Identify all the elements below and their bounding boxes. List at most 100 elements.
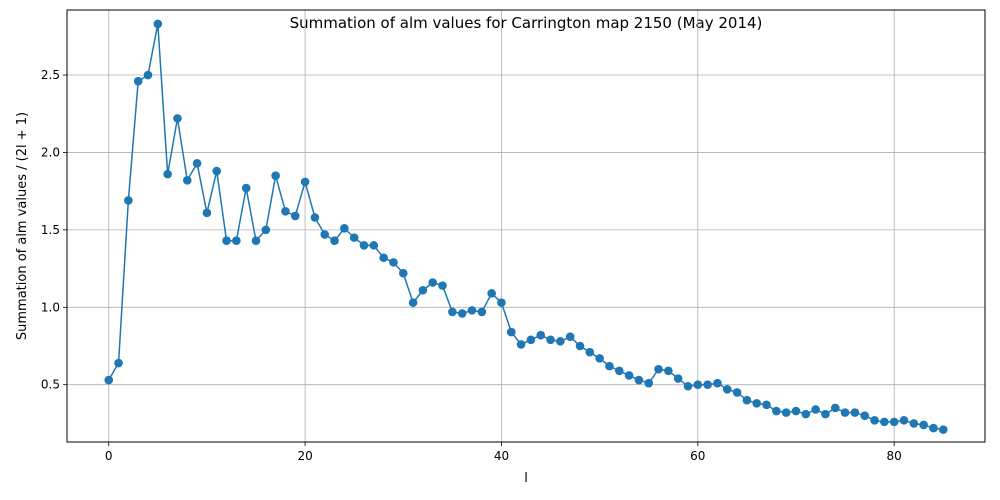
data-point <box>644 378 654 388</box>
data-series <box>104 19 948 434</box>
data-point <box>565 332 575 342</box>
data-point <box>772 406 781 416</box>
data-point <box>192 158 202 168</box>
data-point <box>114 358 123 368</box>
data-point <box>212 166 222 176</box>
data-point <box>821 409 830 419</box>
data-point <box>497 298 506 307</box>
data-point <box>634 375 644 385</box>
data-point <box>585 347 595 357</box>
data-point <box>124 196 133 205</box>
data-point <box>428 278 438 287</box>
data-point <box>929 423 938 433</box>
data-point <box>536 330 546 340</box>
y-tick-label: 2.0 <box>41 145 60 159</box>
data-point <box>673 374 683 383</box>
data-point <box>811 405 820 414</box>
data-point <box>241 183 251 193</box>
x-tick-label: 0 <box>105 449 113 463</box>
chart-title: Summation of alm values for Carrington m… <box>290 14 763 32</box>
data-point <box>526 335 536 345</box>
data-point <box>860 411 870 420</box>
data-point <box>703 380 712 390</box>
data-point <box>349 233 359 242</box>
data-point <box>379 253 388 263</box>
data-point <box>153 19 163 29</box>
data-point <box>605 361 614 371</box>
data-point <box>300 177 310 187</box>
data-point <box>457 309 467 318</box>
data-point <box>271 171 280 180</box>
y-tick-label: 2.5 <box>41 68 60 82</box>
y-tick-label: 0.5 <box>41 378 60 392</box>
data-point <box>614 366 624 376</box>
data-point <box>683 381 693 391</box>
data-point <box>222 236 231 246</box>
x-tick-label: 60 <box>690 449 705 463</box>
data-point <box>556 337 565 346</box>
data-point <box>722 385 732 394</box>
data-point <box>752 398 762 408</box>
y-tick-label: 1.5 <box>41 223 60 237</box>
data-point <box>713 378 722 388</box>
x-axis-label: l <box>524 471 528 486</box>
data-point <box>251 236 261 246</box>
data-point <box>330 236 339 246</box>
data-point <box>104 375 114 385</box>
data-point <box>232 236 241 246</box>
x-tick-label: 20 <box>297 449 312 463</box>
data-point <box>389 258 398 267</box>
data-point <box>448 307 457 317</box>
data-point <box>840 408 850 417</box>
x-tick-label: 40 <box>494 449 509 463</box>
data-point <box>408 298 418 307</box>
data-point <box>732 388 742 397</box>
data-point <box>899 416 909 425</box>
data-point <box>487 289 496 298</box>
data-point <box>320 230 330 239</box>
data-point <box>310 213 320 222</box>
data-point <box>182 176 192 185</box>
data-point <box>575 341 585 351</box>
data-point <box>202 208 212 218</box>
data-point <box>546 335 555 345</box>
data-point <box>133 76 143 86</box>
data-point <box>261 225 271 235</box>
x-tick-label: 80 <box>887 449 902 463</box>
data-point <box>654 364 663 374</box>
data-point <box>398 268 408 278</box>
data-point <box>359 241 369 250</box>
axis-ticks: 0 20 40 60 80 0.5 1.0 1.5 2.0 2.5 <box>41 68 902 463</box>
data-point <box>742 395 752 405</box>
data-point <box>143 70 153 80</box>
data-point <box>467 306 477 315</box>
data-point <box>889 417 899 427</box>
data-point <box>506 327 516 337</box>
plot-area <box>66 9 986 443</box>
data-point <box>595 354 604 363</box>
data-point <box>369 241 379 250</box>
data-point <box>477 307 487 317</box>
data-point <box>850 408 860 417</box>
grid <box>67 10 985 442</box>
data-point <box>624 371 634 380</box>
data-point <box>880 417 889 427</box>
data-point <box>664 366 673 376</box>
data-point <box>516 340 526 349</box>
data-point <box>173 114 182 123</box>
data-point <box>870 416 879 425</box>
data-point <box>418 285 428 295</box>
data-point <box>693 380 703 390</box>
data-point <box>281 206 290 216</box>
data-point <box>919 420 928 430</box>
data-point <box>340 224 349 233</box>
data-point <box>762 400 771 410</box>
data-point <box>801 409 811 419</box>
data-point <box>791 406 801 416</box>
series-line <box>108 23 944 431</box>
data-point <box>830 403 840 413</box>
data-point <box>909 419 919 428</box>
y-axis-label: Summation of alm values / (2l + 1) <box>15 112 30 340</box>
data-point <box>163 169 172 179</box>
